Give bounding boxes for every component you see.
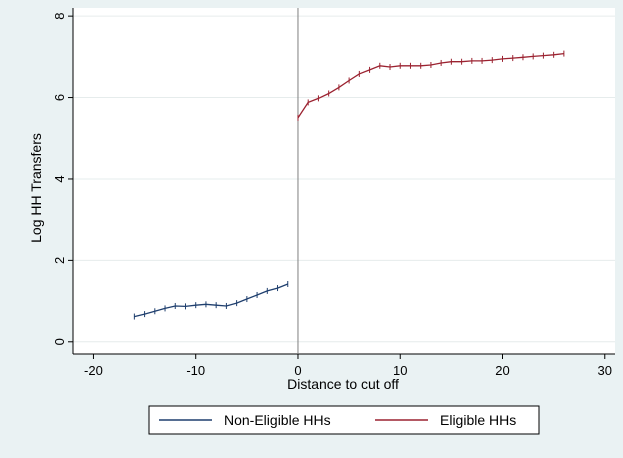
axes: 0 2 4 6 8 -20 -10 0 10 20 30 <box>52 8 615 378</box>
y-tick-label-3: 6 <box>52 94 67 101</box>
plot-background <box>73 8 615 354</box>
y-tick-label-4: 8 <box>52 13 67 20</box>
x-tick-label-5: 30 <box>598 363 612 378</box>
series-line-0 <box>134 283 289 318</box>
x-tick-label-2: 0 <box>294 363 301 378</box>
x-tick-label-3: 10 <box>393 363 407 378</box>
y-tick-label-2: 4 <box>52 175 67 182</box>
gridlines <box>73 15 615 343</box>
legend-label-eligible: Eligible HHs <box>440 412 516 428</box>
y-tick-label-1: 2 <box>52 257 67 264</box>
y-tick-label-0: 0 <box>52 338 67 345</box>
legend-box <box>148 405 540 435</box>
series-layer <box>133 50 565 320</box>
x-tick-label-4: 20 <box>495 363 509 378</box>
x-tick-label-1: -10 <box>186 363 205 378</box>
x-tick-label-0: -20 <box>84 363 103 378</box>
legend-label-non-eligible: Non-Eligible HHs <box>224 412 331 428</box>
legend: Non-Eligible HHs Eligible HHs <box>148 405 540 435</box>
x-axis-label: Distance to cut off <box>287 376 399 392</box>
y-axis-label: Log HH Transfers <box>28 133 44 243</box>
